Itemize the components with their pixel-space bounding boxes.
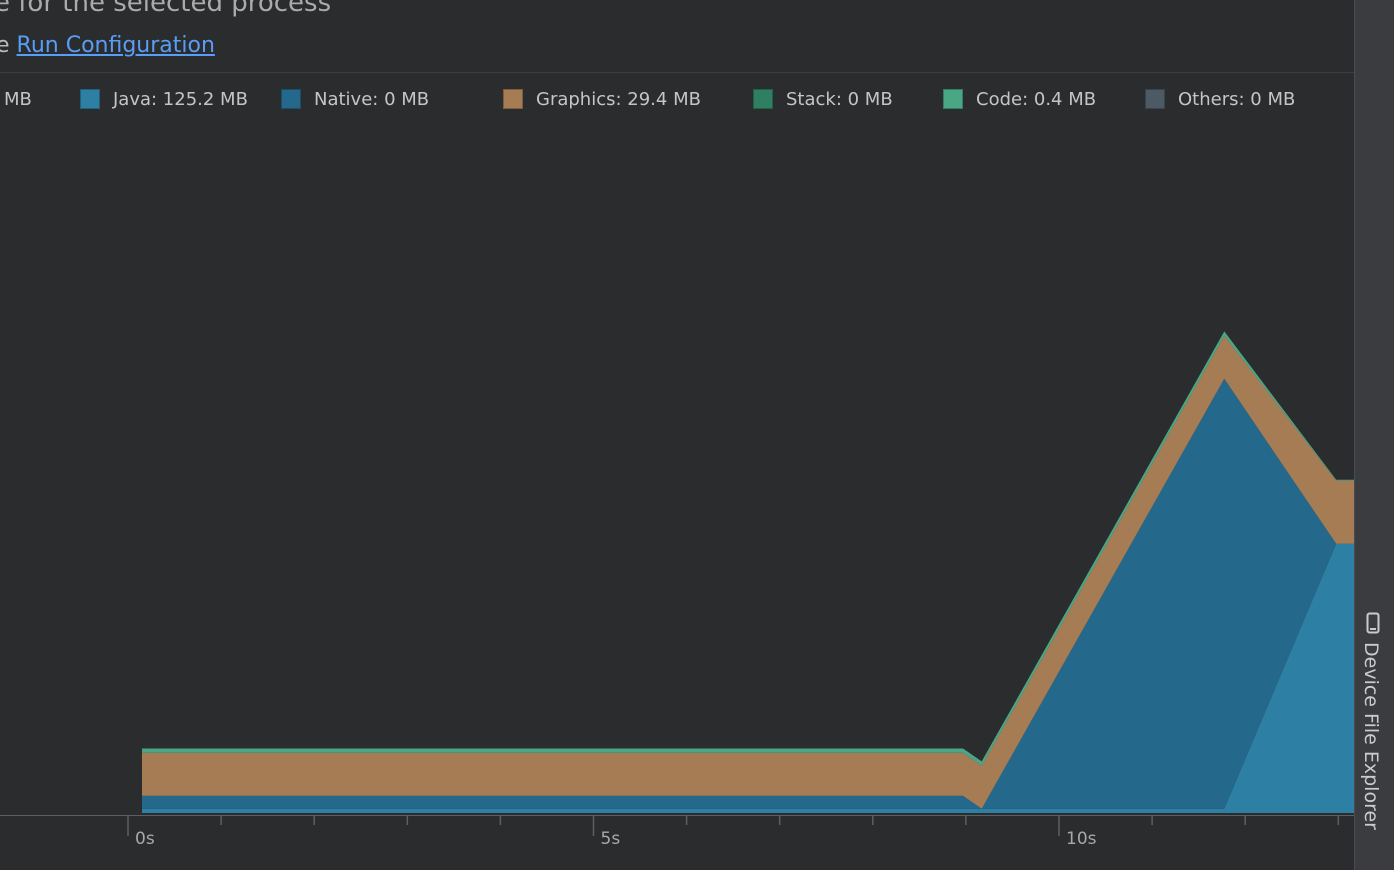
header-divider — [0, 72, 1354, 73]
legend-item-code[interactable]: Code: 0.4 MB — [943, 84, 1096, 114]
run-configuration-line: e Run Configuration — [0, 33, 215, 58]
legend-label-java: Java: 125.2 MB — [113, 88, 248, 110]
legend-label-others: Others: 0 MB — [1178, 88, 1296, 110]
phone-icon — [1366, 612, 1380, 634]
legend-item-total: MB — [4, 84, 32, 114]
memory-legend: MB Java: 125.2 MB Native: 0 MB Graphics:… — [0, 84, 1354, 114]
legend-label-native: Native: 0 MB — [314, 88, 430, 110]
page-title-fragment: e for the selected process — [0, 0, 332, 18]
legend-swatch-native — [281, 89, 301, 109]
legend-item-graphics[interactable]: Graphics: 29.4 MB — [503, 84, 701, 114]
memory-chart[interactable]: 0s 5s 10s — [0, 0, 1354, 870]
legend-swatch-graphics — [503, 89, 523, 109]
device-file-explorer-tab[interactable]: Device File Explorer — [1355, 604, 1393, 854]
series-area-native — [142, 378, 1354, 809]
legend-label-code: Code: 0.4 MB — [976, 88, 1097, 110]
x-axis-tick-label: 10s — [1066, 829, 1097, 849]
legend-swatch-others — [1145, 89, 1165, 109]
legend-label-stack: Stack: 0 MB — [786, 88, 893, 110]
legend-item-others[interactable]: Others: 0 MB — [1145, 84, 1295, 114]
legend-item-stack[interactable]: Stack: 0 MB — [753, 84, 893, 114]
legend-swatch-java — [80, 89, 100, 109]
device-file-explorer-label: Device File Explorer — [1360, 642, 1382, 830]
legend-swatch-stack — [753, 89, 773, 109]
run-configuration-link[interactable]: Run Configuration — [16, 33, 215, 58]
legend-label-total: MB — [4, 88, 32, 110]
legend-label-graphics: Graphics: 29.4 MB — [536, 88, 701, 110]
right-tool-window-bar — [1354, 0, 1394, 870]
legend-item-native[interactable]: Native: 0 MB — [281, 84, 429, 114]
series-area-graphics — [142, 335, 1354, 809]
x-axis-tick-label: 0s — [135, 829, 155, 849]
legend-item-java[interactable]: Java: 125.2 MB — [80, 84, 248, 114]
x-axis-tick-label: 5s — [601, 829, 621, 849]
legend-swatch-code — [943, 89, 963, 109]
run-prefix-text: e — [0, 33, 10, 58]
